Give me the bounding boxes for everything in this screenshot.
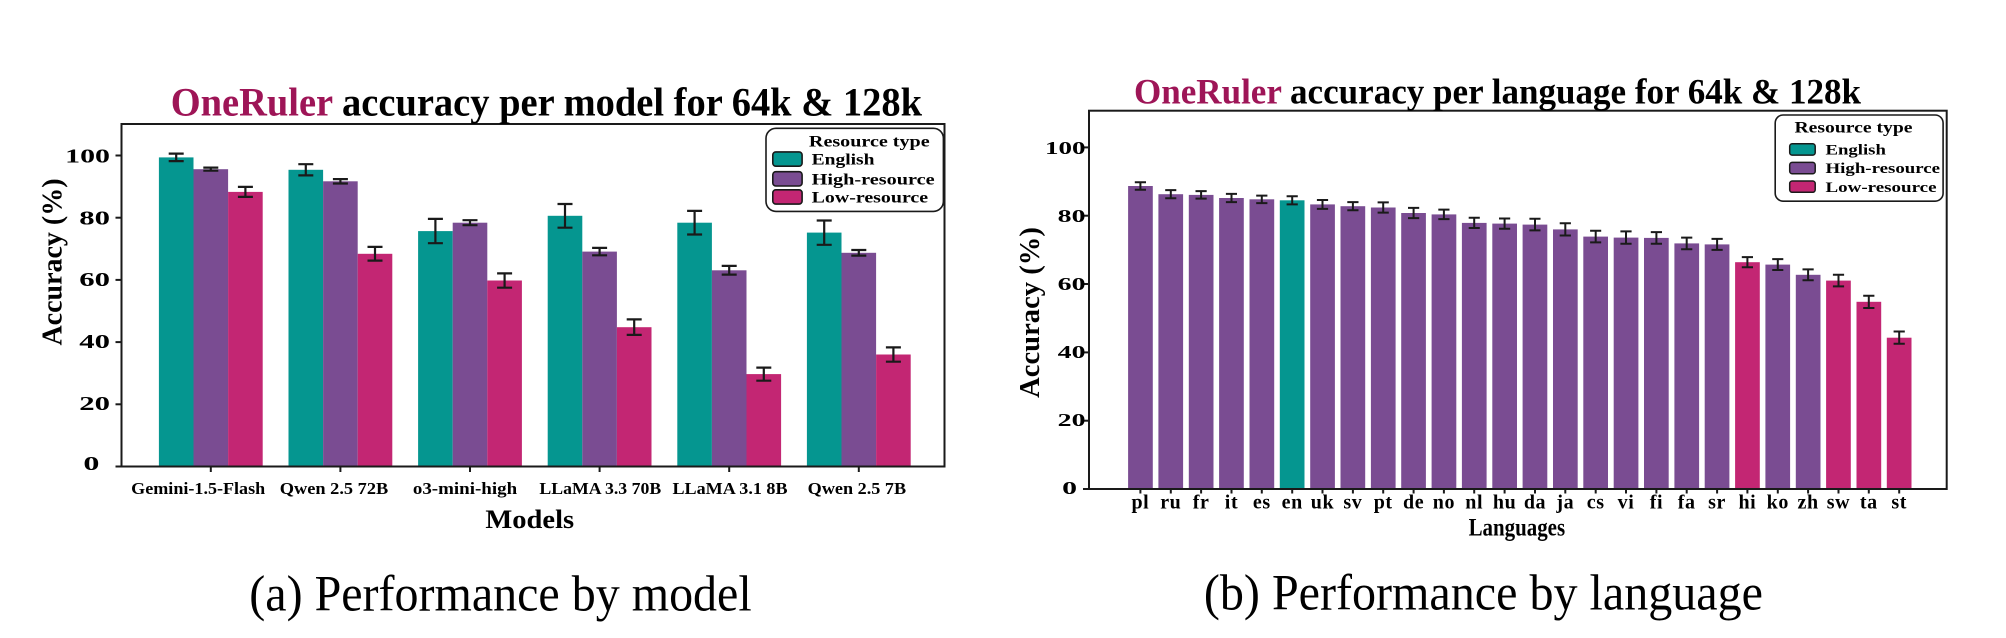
svg-text:cs: cs: [1587, 492, 1605, 514]
svg-text:OneRuler accuracy per model fo: OneRuler accuracy per model for 64k & 12…: [171, 79, 923, 124]
svg-text:o3-mini-high: o3-mini-high: [413, 479, 518, 498]
svg-text:Qwen 2.5 72B: Qwen 2.5 72B: [280, 479, 389, 498]
svg-text:0: 0: [1062, 478, 1077, 498]
svg-text:20: 20: [1058, 410, 1086, 430]
svg-text:hu: hu: [1493, 492, 1516, 514]
svg-text:fi: fi: [1650, 492, 1663, 514]
svg-text:LLaMA 3.1 8B: LLaMA 3.1 8B: [673, 479, 788, 498]
svg-text:100: 100: [1045, 138, 1086, 158]
svg-text:pl: pl: [1131, 492, 1149, 514]
svg-text:Resource type: Resource type: [1795, 120, 1913, 137]
svg-text:80: 80: [1058, 206, 1086, 226]
svg-text:Qwen 2.5 7B: Qwen 2.5 7B: [808, 479, 906, 498]
svg-text:ru: ru: [1160, 492, 1181, 514]
svg-text:LLaMA 3.3 70B: LLaMA 3.3 70B: [539, 479, 661, 498]
svg-text:ta: ta: [1860, 492, 1878, 514]
svg-text:Accuracy (%): Accuracy (%): [1015, 227, 1046, 398]
svg-text:Low-resource: Low-resource: [812, 189, 929, 206]
svg-text:OneRuler accuracy per language: OneRuler accuracy per language for 64k &…: [1134, 72, 1861, 112]
svg-text:zh: zh: [1797, 492, 1818, 514]
svg-text:en: en: [1282, 492, 1303, 514]
svg-text:Gemini-1.5-Flash: Gemini-1.5-Flash: [131, 479, 266, 498]
svg-text:sw: sw: [1827, 492, 1850, 514]
svg-text:(b) Performance by language: (b) Performance by language: [1204, 566, 1763, 622]
svg-text:40: 40: [79, 331, 110, 353]
svg-text:st: st: [1891, 492, 1907, 514]
svg-text:it: it: [1225, 492, 1238, 514]
svg-text:no: no: [1433, 492, 1455, 514]
svg-text:Languages: Languages: [1469, 515, 1566, 542]
svg-text:da: da: [1524, 492, 1546, 514]
svg-text:hi: hi: [1738, 492, 1756, 514]
svg-text:sv: sv: [1343, 492, 1362, 514]
svg-text:High-resource: High-resource: [1826, 161, 1941, 177]
svg-text:uk: uk: [1311, 492, 1335, 514]
svg-text:es: es: [1253, 492, 1271, 514]
svg-text:fr: fr: [1193, 492, 1210, 514]
svg-text:0: 0: [83, 453, 99, 475]
svg-text:(a) Performance by model: (a) Performance by model: [249, 567, 751, 623]
svg-text:Resource type: Resource type: [809, 134, 930, 151]
svg-text:ko: ko: [1767, 492, 1789, 514]
svg-text:de: de: [1403, 492, 1424, 514]
svg-text:vi: vi: [1618, 492, 1635, 514]
svg-text:English: English: [1826, 143, 1887, 159]
svg-text:Models: Models: [485, 505, 574, 534]
svg-text:pt: pt: [1374, 492, 1393, 514]
svg-text:Accuracy (%): Accuracy (%): [38, 178, 69, 345]
svg-text:80: 80: [79, 207, 110, 229]
svg-text:100: 100: [65, 146, 110, 168]
svg-text:60: 60: [79, 269, 110, 291]
svg-text:nl: nl: [1465, 492, 1483, 514]
svg-text:English: English: [812, 152, 875, 169]
svg-text:ja: ja: [1555, 492, 1574, 514]
svg-text:Low-resource: Low-resource: [1826, 180, 1937, 196]
svg-text:fa: fa: [1678, 492, 1696, 514]
svg-text:40: 40: [1058, 342, 1086, 362]
svg-text:sr: sr: [1708, 492, 1726, 514]
svg-text:High-resource: High-resource: [812, 171, 935, 188]
svg-text:60: 60: [1058, 274, 1086, 294]
svg-text:20: 20: [79, 393, 110, 415]
